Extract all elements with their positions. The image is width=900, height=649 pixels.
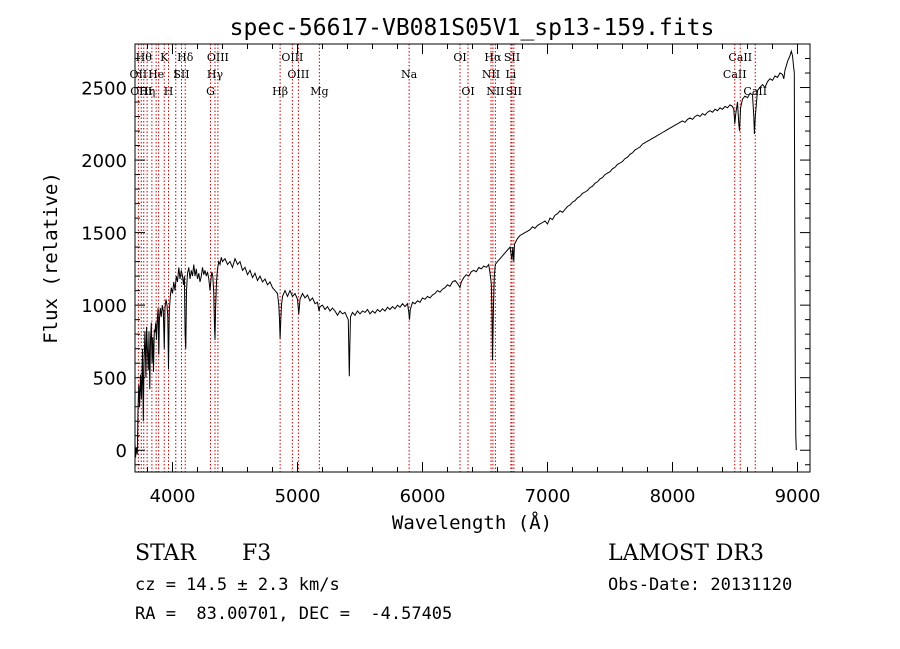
object-class: STAR	[135, 541, 197, 566]
line-label: OIII	[287, 68, 309, 81]
line-label: OI	[453, 51, 466, 64]
flux-series-line	[134, 49, 797, 458]
plot-frame	[134, 43, 811, 473]
line-label: Hδ	[177, 51, 194, 64]
line-label: OIII	[130, 85, 152, 98]
line-label: Mg	[310, 85, 328, 98]
y-tick-label: 500	[93, 369, 127, 390]
object-subclass: F3	[242, 541, 271, 566]
line-label: Na	[401, 68, 418, 81]
line-label: CaII	[723, 68, 747, 81]
x-tick-label: 6000	[400, 486, 446, 507]
y-tick-label: 0	[116, 441, 127, 462]
line-label: I	[174, 68, 178, 81]
line-label: OI	[461, 85, 474, 98]
line-label: SII	[173, 68, 189, 81]
line-label: Li	[505, 68, 516, 81]
axis-ticks	[135, 43, 810, 472]
line-label: Hη	[139, 85, 155, 98]
x-tick-label: 4000	[150, 486, 196, 507]
line-label: OII	[130, 68, 148, 81]
x-tick-label: 8000	[650, 486, 696, 507]
line-label: Hγ	[207, 68, 224, 81]
x-tick-labels: 4000 5000 6000 7000 8000 9000	[150, 486, 821, 507]
coords-line: RA = 83.00701, DEC = -4.57405	[135, 604, 452, 624]
line-label: NII	[482, 68, 500, 81]
x-tick-label: 5000	[275, 486, 321, 507]
survey-name: LAMOST DR3	[608, 541, 764, 566]
x-tick-label: 7000	[525, 486, 571, 507]
line-label: G	[206, 85, 215, 98]
line-label: Hβ	[272, 85, 288, 98]
line-label: H	[164, 85, 174, 98]
y-tick-label: 1000	[81, 296, 127, 317]
line-label: NII	[486, 85, 504, 98]
redshift-line: cz = 14.5 ± 2.3 km/s	[135, 575, 340, 595]
line-label: CaII	[728, 51, 752, 64]
y-tick-label: 2500	[81, 79, 127, 100]
y-tick-label: 2000	[81, 151, 127, 172]
chart-title: spec-56617-VB081S05V1_sp13-159.fits	[230, 15, 715, 41]
line-label: K	[160, 51, 169, 64]
spectral-line-labels: OIIOIIIHθHηHeKHISIIHδGHγOIIIHβOIIIOIIIMg…	[130, 51, 768, 98]
line-label: Hθ	[136, 51, 153, 64]
line-label: CaII	[743, 85, 767, 98]
y-tick-labels: 0 500 1000 1500 2000 2500	[81, 79, 127, 463]
line-label: OIII	[207, 51, 229, 64]
line-label: SII	[506, 85, 522, 98]
line-label: SII	[504, 51, 520, 64]
spectral-line-markers	[137, 44, 756, 472]
x-tick-label: 9000	[775, 486, 821, 507]
line-label: OIII	[281, 51, 303, 64]
x-axis-label: Wavelength (Å)	[392, 511, 552, 534]
obs-date-line: Obs-Date: 20131120	[608, 575, 792, 595]
line-label: He	[148, 68, 164, 81]
y-tick-label: 1500	[81, 224, 127, 245]
y-axis-label: Flux (relative)	[40, 172, 62, 344]
line-label: Hα	[484, 51, 502, 64]
